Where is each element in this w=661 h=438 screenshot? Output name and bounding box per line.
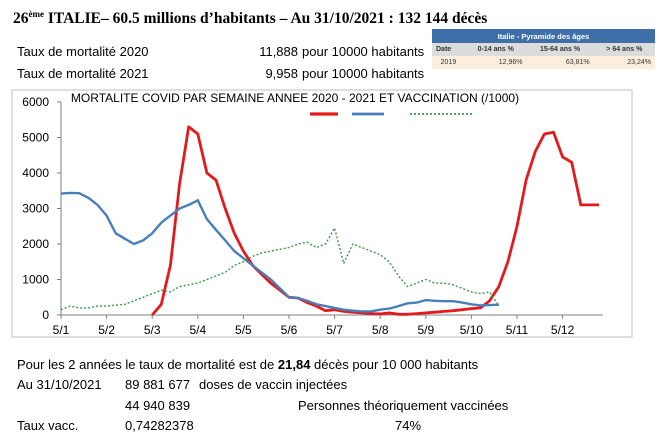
y-tick-label: 4000 — [22, 166, 49, 180]
pyramid-cell-date: 2019 — [432, 56, 465, 69]
summary-prefix: Pour les 2 années le taux de mortalité e… — [17, 357, 278, 372]
x-tick-label: 5/9 — [417, 323, 434, 337]
summary-vaccinated: 44 940 839 — [125, 398, 191, 413]
y-tick-label: 1000 — [22, 273, 49, 287]
pyramid-col-0-14: 0-14 ans % — [464, 43, 527, 56]
y-tick-label: 0 — [42, 308, 49, 322]
rate-label-2021: Taux de mortalité 2021 — [17, 66, 149, 81]
series-line-y2020 — [151, 125, 600, 316]
y-tick-label: 6000 — [22, 95, 49, 109]
summary-taux-label: Taux vacc. — [17, 418, 79, 433]
x-tick-label: 5/10 — [460, 323, 484, 337]
title-rank: 26 — [13, 10, 29, 27]
x-tick-label: 5/1 — [53, 323, 70, 337]
x-tick-label: 5/5 — [235, 323, 252, 337]
pyramid-col-64plus: > 64 ans % — [593, 43, 655, 56]
title-text: ITALIE– 60.5 millions d’habitants – Au 3… — [44, 10, 488, 27]
x-tick-label: 5/6 — [281, 323, 298, 337]
summary-suffix: décès pour 10 000 habitants — [310, 357, 479, 372]
x-tick-label: 5/11 — [506, 323, 529, 337]
series-line-y2021 — [60, 191, 499, 313]
title-rank-suffix: ème — [28, 9, 45, 19]
y-tick-label: 5000 — [22, 131, 49, 145]
y-tick-label: 3000 — [22, 202, 49, 216]
summary-doses-label: doses de vaccin injectées — [199, 377, 348, 392]
page-title: 26ème ITALIE– 60.5 millions d’habitants … — [13, 9, 487, 28]
summary-doses: 89 881 677 — [125, 377, 191, 392]
series-line-vacc — [60, 227, 500, 311]
summary-taux-pct: 74% — [395, 418, 422, 433]
summary-vaccinated-label: Personnes théoriquement vaccinées — [298, 398, 509, 413]
age-pyramid-table: Italie - Pyramide des âges Date 0-14 ans… — [432, 29, 655, 69]
rate-label-2020: Taux de mortalité 2020 — [17, 44, 149, 59]
pyramid-cell-0-14: 12,96% — [464, 56, 527, 69]
rate-unit-2021: pour 10000 habitants — [302, 66, 425, 81]
pyramid-col-15-64: 15-64 ans % — [526, 43, 594, 56]
chart-title: MORTALITE COVID PAR SEMAINE ANNEE 2020 -… — [71, 91, 519, 105]
pyramid-title: Italie - Pyramide des âges — [432, 29, 655, 43]
rate-value-2021: 9,958 — [265, 66, 298, 81]
rate-value-2020: 11,888 — [259, 44, 298, 59]
rate-unit-2020: pour 10000 habitants — [302, 44, 425, 59]
x-tick-label: 5/12 — [551, 323, 575, 337]
summary-rate: 21,84 — [277, 357, 311, 372]
x-tick-label: 5/7 — [326, 323, 343, 337]
summary-date: Au 31/10/2021 — [17, 377, 102, 392]
x-tick-label: 5/3 — [144, 323, 161, 337]
summary-taux-value: 0,74282378 — [125, 418, 194, 433]
pyramid-col-date: Date — [432, 43, 465, 56]
chart-series — [60, 125, 600, 316]
covid-mortality-chart: MORTALITE COVID PAR SEMAINE ANNEE 2020 -… — [11, 89, 633, 338]
pyramid-cell-15-64: 63,81% — [526, 56, 594, 69]
x-tick-label: 5/2 — [98, 323, 115, 337]
y-tick-label: 2000 — [22, 237, 49, 251]
chart-frame — [11, 89, 633, 338]
pyramid-cell-64plus: 23,24% — [593, 56, 655, 69]
chart-axes: 0 1000 2000 3000 4000 5000 6000 5/1 5/2 5/3 5/4 5/5… — [22, 95, 603, 337]
x-tick-label: 5/8 — [372, 323, 389, 337]
summary-line: Pour les 2 années le taux de mortalité e… — [17, 357, 478, 372]
x-tick-label: 5/4 — [189, 323, 206, 337]
